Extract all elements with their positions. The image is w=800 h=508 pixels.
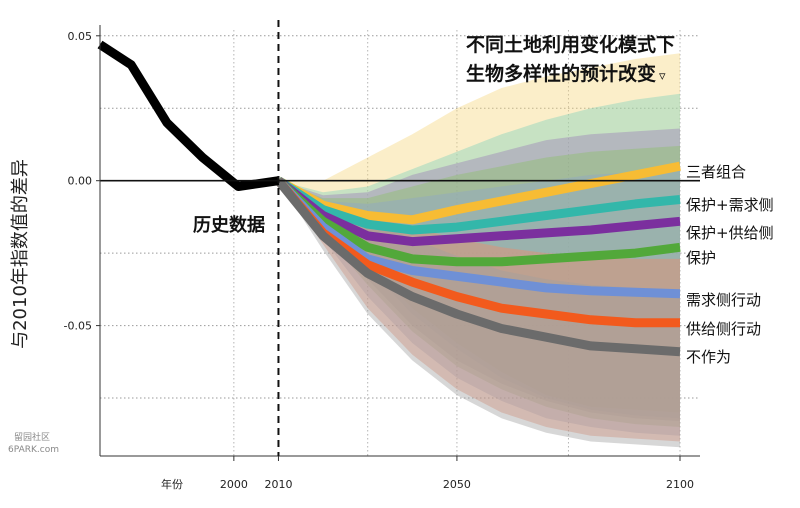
- history-label: 历史数据: [193, 214, 265, 236]
- series-label-5: 供给侧行动: [686, 320, 761, 338]
- chart-title-line2: 生物多样性的预计改变 ▿: [466, 62, 666, 85]
- historical-line: [97, 40, 280, 191]
- y-tick-label: -0.05: [64, 320, 92, 333]
- series-label-3: 保护: [686, 249, 716, 267]
- tick-labels: 0.05 0.00 -0.05 2000 2010 2050 2100: [64, 30, 694, 491]
- series-lines: [97, 40, 681, 357]
- y-axis-label: 与2010年指数值的差异: [10, 159, 31, 349]
- line-series-4: [275, 177, 681, 299]
- band-series-1: [278, 93, 680, 419]
- x-tick-label: 2000: [220, 478, 248, 491]
- watermark-text: 留园社区: [14, 431, 50, 443]
- x-tick-label: 2050: [443, 478, 471, 491]
- series-label-2: 保护+供给侧: [686, 224, 774, 242]
- chart-title-line2-text: 生物多样性的预计改变: [466, 62, 656, 85]
- chart-title-marker: ▿: [659, 69, 666, 84]
- series-label-0: 三者组合: [686, 163, 746, 181]
- x-tick-label: 2100: [666, 478, 694, 491]
- line-series-1: [276, 176, 681, 235]
- x-axis-label: 年份: [161, 477, 183, 491]
- series-label-4: 需求侧行动: [686, 291, 761, 309]
- y-tick-label: 0.05: [68, 30, 93, 43]
- x-tick-label: 2010: [264, 478, 292, 491]
- line-series-6: [275, 177, 681, 357]
- y-tick-label: 0.00: [68, 175, 93, 188]
- line-series-2: [275, 177, 681, 247]
- watermark-url: 6PARK.com: [8, 445, 59, 455]
- axes: [99, 20, 700, 457]
- series-label-1: 保护+需求侧: [686, 196, 774, 214]
- series-label-6: 不作为: [686, 348, 731, 366]
- chart-title-line1: 不同土地利用变化模式下: [466, 33, 675, 56]
- line-series-3: [275, 177, 681, 267]
- line-series-0: [276, 161, 681, 225]
